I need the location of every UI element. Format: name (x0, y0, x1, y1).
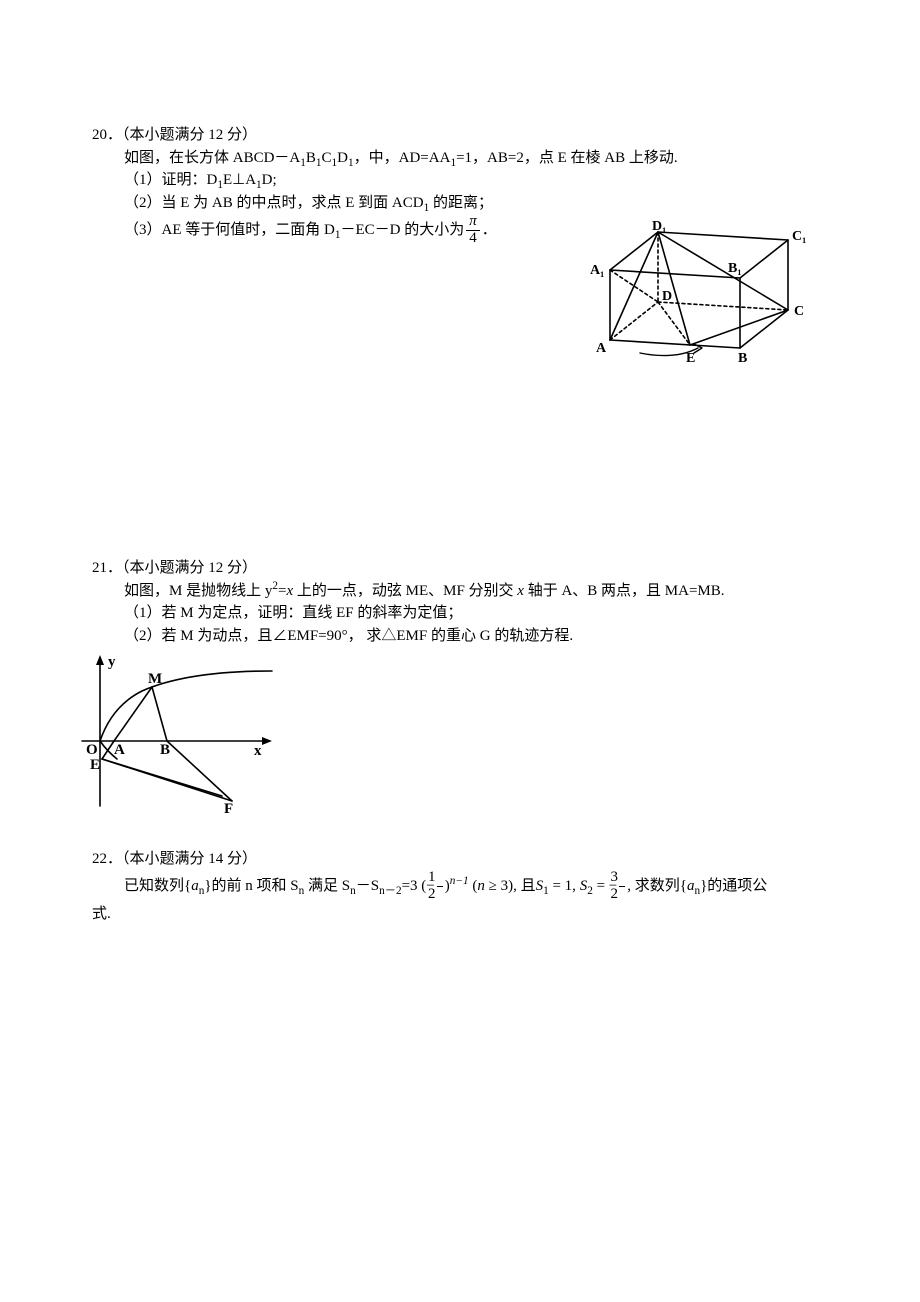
q20-points: （本小题满分 12 分） (122, 127, 257, 143)
q22-t8: }的通项公 (700, 878, 767, 894)
frac-den: 4 (466, 231, 480, 247)
label-A: A (114, 742, 125, 758)
q22-expr: 已知数列{an}的前 n 项和 Sn 满足 Sn－Sn－2=3 (−12)n−1… (92, 870, 828, 903)
q20-intro: 如图，在长方体 ABCD－A1B1C1D1，中，AD=AA1=1，AB=2，点 … (124, 147, 828, 170)
q20-number: 20． (92, 127, 122, 143)
nh-num: 1 (437, 870, 443, 887)
q21-intro-c: 上的一点，动弦 ME、MF 分别交 (293, 583, 517, 599)
fraction-3-over-2: 32 (619, 870, 625, 903)
label-A: A (596, 341, 607, 356)
q20-intro-c: C (322, 150, 332, 166)
label-D: D (662, 289, 672, 304)
q20-p2: （2）当 E 为 AB 的中点时，求点 E 到面 ACD1 的距离； (124, 192, 828, 215)
q21-intro: 如图，M 是抛物线上 y2=x 上的一点，动弦 ME、MF 分别交 x 轴于 A… (124, 580, 828, 603)
f32-num: 3 (619, 870, 625, 887)
q22-t2: }的前 n 项和 S (204, 878, 298, 894)
label-B: B (160, 742, 170, 758)
q22-t1: 已知数列{ (124, 878, 191, 894)
q21-header: 21．（本小题满分 12 分） (92, 557, 828, 580)
q20-p1: （1）证明：D1E⊥A1D; (124, 169, 828, 192)
fraction-pi-over-4: π4 (466, 214, 480, 247)
q20-intro-f: =1，AB=2，点 E 在棱 AB 上移动. (456, 150, 678, 166)
q22-body: 已知数列{an}的前 n 项和 Sn 满足 Sn－Sn－2=3 (−12)n−1… (92, 870, 828, 926)
label-B1: B₁ (728, 261, 742, 276)
var-x2: x (517, 583, 524, 599)
q20-intro-e: ，中，AD=AA (354, 150, 451, 166)
label-B: B (738, 351, 747, 366)
q20-intro-d: D (337, 150, 348, 166)
q20-intro-b: B (306, 150, 316, 166)
label-E: E (686, 351, 695, 366)
label-E: E (90, 757, 100, 773)
q22-points: （本小题满分 14 分） (122, 851, 257, 867)
q21-intro-d: 轴于 A、B 两点，且 MA=MB. (524, 583, 725, 599)
q21-p1: （1）若 M 为定点，证明：直线 EF 的斜率为定值； (124, 602, 828, 625)
f32-den: 2 (619, 887, 625, 903)
S1: S (536, 878, 544, 894)
q20-intro-a: 如图，在长方体 ABCD－A (124, 150, 300, 166)
q21-intro-a: 如图，M 是抛物线上 y (124, 583, 272, 599)
problem-22: 22．（本小题满分 14 分） 已知数列{an}的前 n 项和 Sn 满足 Sn… (92, 848, 828, 926)
q22-last: 式. (92, 903, 828, 926)
q22-header: 22．（本小题满分 14 分） (92, 848, 828, 871)
label-C: C (794, 304, 804, 319)
ge-3: ≥ 3), 且 (485, 878, 536, 894)
q20-p3-c: ． (482, 222, 497, 238)
problem-21: 21．（本小题满分 12 分） 如图，M 是抛物线上 y2=x 上的一点，动弦 … (92, 557, 828, 828)
q20-p1-c: D; (262, 172, 277, 188)
q22-t3: 满足 S (304, 878, 350, 894)
neg-half-term: (−12) (421, 878, 449, 894)
q20-p3-a: （3）AE 等于何值时，二面角 D (124, 222, 335, 238)
q22-t7: , 求数列{ (627, 878, 687, 894)
problem-20: 20．（本小题满分 12 分） 如图，在长方体 ABCD－A1B1C1D1，中，… (92, 124, 828, 247)
q20-p3-b: －EC－D 的大小为 (340, 222, 464, 238)
q22-t4: －S (356, 878, 379, 894)
q21-body: 如图，M 是抛物线上 y2=x 上的一点，动弦 ME、MF 分别交 x 轴于 A… (124, 580, 828, 648)
label-x: x (254, 743, 262, 759)
frac-num: π (466, 214, 480, 231)
q21-figure-parabola: y x O M A B E F (72, 651, 282, 816)
exp-nm1: n−1 (450, 875, 469, 887)
q21-points: （本小题满分 12 分） (122, 560, 257, 576)
an-1: a (191, 878, 199, 894)
fraction-neg-half: 12 (437, 870, 443, 903)
label-D1: D₁ (652, 220, 666, 234)
label-F: F (224, 801, 233, 816)
q21-p2: （2）若 M 为动点，且∠EMF=90°， 求△EMF 的重心 G 的轨迹方程. (124, 625, 828, 648)
nh-den: 2 (437, 887, 443, 903)
q20-p1-a: （1）证明：D (124, 172, 217, 188)
n-var: n (477, 878, 485, 894)
q20-figure-cuboid: D₁ C₁ A₁ B₁ D C A B E (580, 220, 810, 380)
label-y: y (108, 654, 116, 670)
label-C1: C₁ (792, 229, 806, 244)
q20-p2-b: 的距离； (429, 195, 493, 211)
q21-number: 21． (92, 560, 122, 576)
eq1: = 1, (549, 878, 580, 894)
q22-number: 22． (92, 851, 122, 867)
q20-p1-b: E⊥A (223, 172, 256, 188)
label-M: M (148, 671, 162, 687)
label-O: O (86, 742, 98, 758)
q20-p2-a: （2）当 E 为 AB 的中点时，求点 E 到面 ACD (124, 195, 424, 211)
q20-header: 20．（本小题满分 12 分） (92, 124, 828, 147)
sub-nm2: n－2 (379, 885, 402, 897)
label-A1: A₁ (590, 263, 604, 278)
q22-t5: =3 (402, 878, 418, 894)
